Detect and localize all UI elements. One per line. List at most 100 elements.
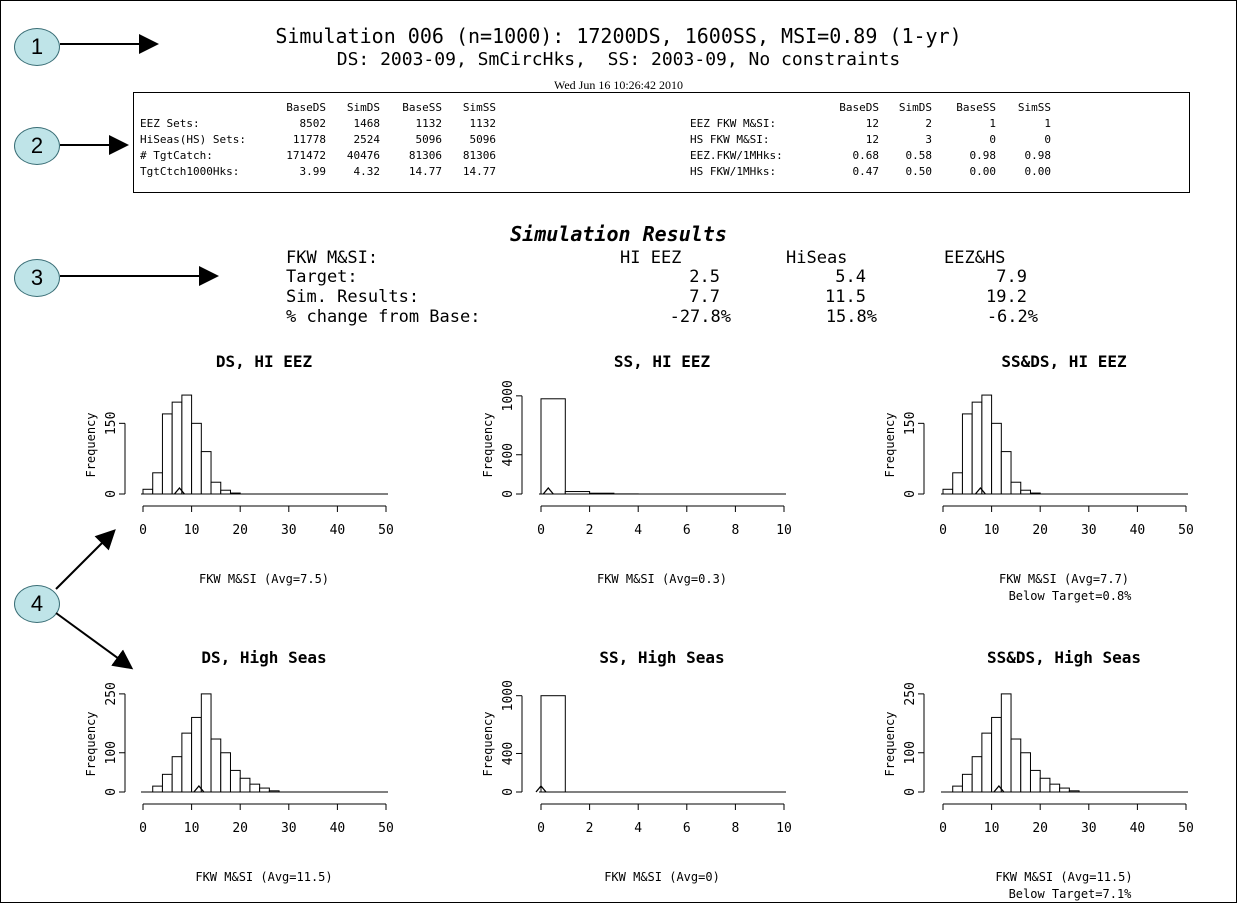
x-tick-label: 6 (683, 523, 691, 538)
summary-cell: 7.7 (689, 287, 720, 307)
info-cell: 1132 (469, 117, 497, 130)
average-marker (993, 784, 1005, 793)
histogram-bar (540, 695, 566, 793)
x-tick-label: 4 (634, 523, 642, 538)
info-cell: 0.00 (969, 165, 997, 178)
info-row-label: # TgtCatch: (140, 149, 213, 162)
x-tick-label: 30 (281, 523, 297, 538)
y-tick-label: 250 (104, 682, 119, 705)
y-axis-label: Frequency (84, 412, 98, 477)
info-cell: 0.98 (1024, 149, 1052, 162)
summary-cell: 15.8% (825, 307, 877, 327)
info-cell: 3 (925, 133, 932, 146)
info-cell: 1468 (353, 117, 381, 130)
info-cell: 14.77 (462, 165, 496, 178)
below-target-note: Below Target=0.8% (1009, 589, 1133, 603)
histogram-bar (181, 394, 193, 495)
x-tick-label: 10 (984, 821, 1000, 836)
y-tick-label: 100 (104, 741, 119, 764)
average-marker (974, 486, 986, 495)
histogram-bar (1059, 787, 1070, 793)
y-tick-label: 0 (501, 788, 516, 796)
histogram-bar (971, 756, 983, 793)
histogram-bar (1010, 481, 1022, 495)
histogram-bar (1020, 752, 1031, 793)
info-cell: 4.32 (353, 165, 381, 178)
x-tick-label: 50 (1178, 523, 1194, 538)
y-tick-label: 400 (501, 443, 516, 466)
x-tick-label: 20 (1032, 523, 1048, 538)
chart-title: DS, HI EEZ (216, 352, 313, 371)
x-tick-label: 50 (378, 523, 394, 538)
x-axis-label: FKW M&SI (Avg=11.5) (995, 870, 1132, 884)
x-tick-label: 30 (1081, 821, 1097, 836)
simulation-subtitle: DS: 2003-09, SmCircHks, SS: 2003-09, No … (336, 49, 901, 70)
y-tick-label: 0 (903, 788, 918, 796)
histogram-bar (191, 422, 202, 495)
x-tick-label: 6 (683, 821, 691, 836)
histogram-bar (210, 481, 222, 495)
average-marker (193, 784, 205, 793)
x-tick-label: 20 (232, 523, 248, 538)
info-cell: 40476 (346, 149, 380, 162)
histogram-bar (239, 777, 251, 793)
x-tick-label: 40 (330, 821, 346, 836)
info-col-header: BaseSS (956, 101, 996, 114)
x-tick-label: 2 (586, 821, 594, 836)
histogram-bar (971, 401, 983, 495)
histogram-bar (161, 413, 173, 495)
info-row-label: HS FKW M&SI: (690, 133, 770, 146)
timestamp: Wed Jun 16 10:26:42 2010 (553, 78, 684, 92)
info-row-label: TgtCtch1000Hks: (140, 165, 240, 178)
x-tick-label: 8 (731, 523, 739, 538)
x-tick-label: 0 (939, 821, 947, 836)
histogram-bar (200, 451, 212, 495)
info-cell: 1 (989, 117, 996, 130)
x-axis-label: FKW M&SI (Avg=7.7) (999, 572, 1129, 586)
summary-row-label: Sim. Results: (286, 287, 420, 307)
info-cell: 12 (865, 117, 879, 130)
histogram-bar (181, 732, 193, 793)
histogram-bar (191, 716, 202, 793)
y-axis-label: Frequency (481, 412, 495, 477)
info-table: BaseDS SimDS BaseSS SimSS EEZ Sets: 8502 1468 1… (133, 92, 1190, 193)
average-marker (535, 784, 547, 793)
info-row-label: HiSeas(HS) Sets: (140, 133, 246, 146)
callout-3: 3 (14, 259, 60, 297)
info-cell: 0.58 (905, 149, 933, 162)
summary-row-label: Target: (286, 267, 358, 287)
info-col-header: BaseDS (839, 101, 879, 114)
summary-col-header: HI EEZ (620, 248, 682, 268)
info-row-label: HS FKW/1MHks: (690, 165, 777, 178)
chart-title: SS, HI EEZ (614, 352, 711, 371)
histogram-bar (220, 489, 231, 495)
histogram-1: DS, HI EEZ 0 150 Frequency 0 10 20 30 40 50 FKW M&… (84, 352, 394, 586)
summary-col-header: HiSeas (786, 248, 848, 268)
info-cell: 14.77 (408, 165, 442, 178)
callout-number: 2 (30, 133, 44, 158)
histogram-bar (210, 738, 222, 793)
y-tick-label: 1000 (501, 680, 516, 711)
histogram-bar (981, 732, 993, 793)
simulation-title: Simulation 006 (n=1000): 17200DS, 1600SS… (275, 24, 962, 48)
info-cell: 171472 (286, 149, 326, 162)
x-tick-label: 50 (1178, 821, 1194, 836)
average-marker (173, 486, 185, 495)
histogram-bar (942, 488, 954, 495)
x-axis-label: FKW M&SI (Avg=11.5) (195, 870, 332, 884)
histogram-6: SS&DS, High Seas 0 100 250 Frequency 0 10 20 30 4… (883, 648, 1194, 901)
histogram-bar (1000, 693, 1012, 793)
x-tick-label: 10 (776, 523, 792, 538)
histogram-bar (220, 752, 231, 793)
x-tick-label: 2 (586, 523, 594, 538)
histogram-4: DS, High Seas 0 100 250 Frequency 0 10 20 30 40 50… (84, 648, 394, 884)
summary-cell: 11.5 (825, 287, 866, 307)
callout-number: 4 (30, 591, 44, 616)
chart-title: DS, High Seas (201, 648, 326, 667)
average-marker (542, 486, 554, 495)
info-row-label: EEZ FKW M&SI: (690, 117, 777, 130)
info-cell: 2524 (353, 133, 381, 146)
callout-number: 1 (30, 34, 44, 59)
x-tick-label: 20 (1032, 821, 1048, 836)
